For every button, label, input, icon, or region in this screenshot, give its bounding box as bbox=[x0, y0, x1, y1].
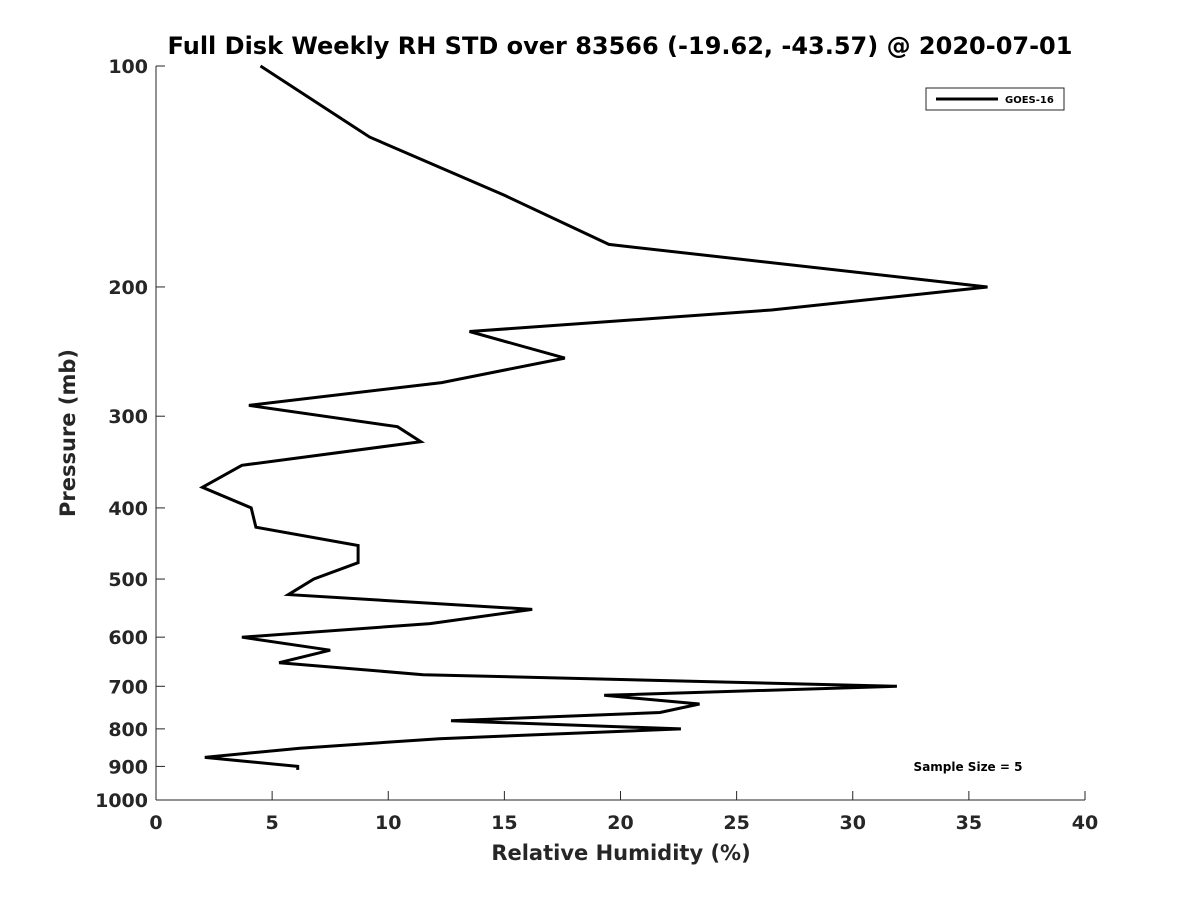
x-tick-label: 10 bbox=[375, 812, 401, 834]
x-tick-label: 25 bbox=[723, 812, 749, 834]
x-tick-label: 20 bbox=[607, 812, 633, 834]
y-tick-label: 200 bbox=[108, 277, 148, 299]
y-tick-label: 500 bbox=[108, 569, 148, 591]
x-tick-label: 5 bbox=[266, 812, 279, 834]
y-tick-label: 400 bbox=[108, 498, 148, 520]
y-tick-label: 1000 bbox=[95, 790, 148, 812]
x-tick-label: 0 bbox=[149, 812, 162, 834]
y-tick-label: 100 bbox=[108, 56, 148, 78]
series-line-goes-16 bbox=[198, 64, 988, 770]
x-tick-label: 30 bbox=[840, 812, 866, 834]
y-tick-label: 900 bbox=[108, 756, 148, 778]
y-tick-label: 800 bbox=[108, 719, 148, 741]
x-tick-label: 15 bbox=[491, 812, 517, 834]
x-tick-label: 40 bbox=[1072, 812, 1098, 834]
y-tick-label: 700 bbox=[108, 676, 148, 698]
chart-title: Full Disk Weekly RH STD over 83566 (-19.… bbox=[168, 32, 1073, 60]
legend: GOES-16 bbox=[925, 87, 1065, 111]
x-axis-label: Relative Humidity (%) bbox=[491, 841, 750, 865]
y-axis-label: Pressure (mb) bbox=[56, 349, 80, 517]
legend-label-goes-16: GOES-16 bbox=[1005, 95, 1054, 106]
y-tick-label: 300 bbox=[108, 406, 148, 428]
y-tick-label: 600 bbox=[108, 627, 148, 649]
axes: 0 5 10 15 20 25 30 35 40 100 200 300 400 500 600 700 800… bbox=[95, 56, 1098, 834]
series-layer bbox=[198, 64, 988, 770]
x-tick-label: 35 bbox=[956, 812, 982, 834]
sample-size-annotation: Sample Size = 5 bbox=[914, 760, 1023, 774]
